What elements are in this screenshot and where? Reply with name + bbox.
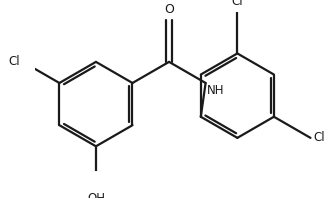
Text: O: O [164, 3, 174, 16]
Text: NH: NH [207, 84, 224, 97]
Text: Cl: Cl [232, 0, 243, 8]
Text: Cl: Cl [8, 55, 20, 68]
Text: OH: OH [87, 192, 105, 198]
Text: Cl: Cl [313, 131, 325, 144]
